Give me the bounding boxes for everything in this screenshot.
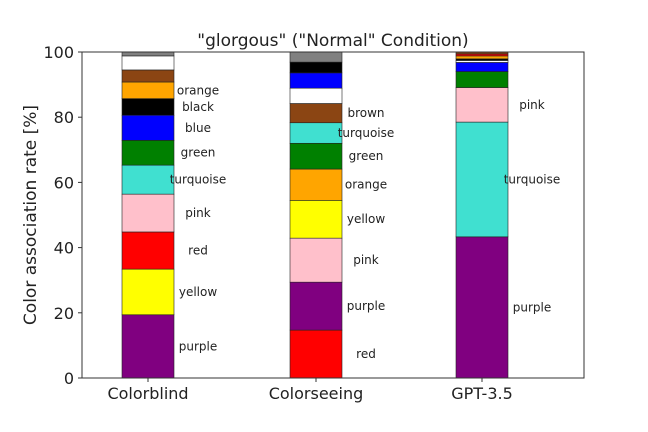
- y-tick-label: 40: [54, 239, 74, 258]
- segment-label: red: [356, 347, 376, 361]
- bar-segment-colorseeing-purple: [289, 281, 343, 331]
- segment-label: pink: [185, 206, 211, 220]
- bar-segment-colorblind-black: [121, 98, 175, 116]
- y-tick-label: 60: [54, 173, 74, 192]
- segment-label: turquoise: [170, 173, 227, 187]
- y-tick-label: 20: [54, 304, 74, 323]
- segment-label: green: [181, 146, 216, 160]
- bar-segment-colorseeing-blue: [289, 72, 343, 89]
- y-tick-label: 100: [43, 43, 74, 62]
- segment-label: purple: [179, 339, 218, 353]
- segment-label: yellow: [347, 212, 385, 226]
- segment-label: orange: [345, 178, 387, 192]
- bar-segment-gpt-3-5-purple: [455, 236, 509, 379]
- segment-label: pink: [519, 98, 545, 112]
- bar-segment-gpt-3-5-pink: [455, 87, 509, 123]
- bar-segment-colorseeing-gray: [289, 51, 343, 63]
- chart-title: "glorgous" ("Normal" Condition): [197, 31, 468, 51]
- segment-labels-layer: purple yellow red pink turquoise green blue bla…: [170, 83, 561, 361]
- bar-segment-colorblind-pink: [121, 193, 175, 233]
- segment-label: orange: [177, 83, 219, 97]
- bar-segment-colorblind-purple: [121, 314, 175, 379]
- segment-label: brown: [347, 106, 384, 120]
- bar-segment-colorseeing-red: [289, 329, 343, 379]
- y-tick-label: 80: [54, 108, 74, 127]
- plot-area-frame: [81, 51, 585, 379]
- x-tick-label: GPT-3.5: [451, 384, 513, 403]
- bar-segment-gpt-3-5-green: [455, 71, 509, 88]
- segment-label: turquoise: [504, 172, 561, 186]
- y-tick-label: 0: [64, 369, 74, 388]
- segment-label: green: [349, 149, 384, 163]
- bar-segment-colorblind-brown: [121, 69, 175, 83]
- segment-label: turquoise: [338, 126, 395, 140]
- bar-segment-colorseeing-turquoise: [289, 122, 343, 144]
- y-axis-label: Color association rate [%]: [21, 105, 41, 325]
- bars-layer: [121, 51, 509, 379]
- bar-segment-gpt-3-5-blue: [455, 62, 509, 72]
- x-tick-label: Colorblind: [107, 384, 188, 403]
- bar-segment-colorseeing-pink: [289, 237, 343, 283]
- segment-label: black: [182, 100, 214, 114]
- bar-segment-colorblind-blue: [121, 114, 175, 141]
- bar-segment-colorseeing-black: [289, 61, 343, 74]
- segment-label: red: [188, 244, 208, 258]
- segment-label: purple: [513, 300, 552, 314]
- bar-segment-colorblind-white: [121, 55, 175, 71]
- bar-segment-gpt-3-5-orange: [455, 55, 509, 60]
- segment-label: pink: [353, 253, 379, 267]
- y-axis: 0 20 40 60 80 100: [43, 43, 82, 388]
- bar-segment-colorseeing-green: [289, 142, 343, 170]
- bar-segment-colorseeing-orange: [289, 168, 343, 201]
- bar-segment-colorblind-turquoise: [121, 164, 175, 195]
- bar-segment-colorblind-gray: [121, 51, 175, 57]
- bar-segment-colorblind-yellow: [121, 268, 175, 316]
- bar-segment-colorblind-orange: [121, 81, 175, 99]
- bar-segment-colorseeing-yellow: [289, 200, 343, 239]
- segment-label: purple: [347, 299, 386, 313]
- bar-segment-colorseeing-white: [289, 87, 343, 104]
- bar-segment-gpt-3-5-turquoise: [455, 121, 509, 238]
- bar-segment-colorblind-red: [121, 231, 175, 270]
- bar-segment-colorseeing-brown: [289, 103, 343, 124]
- x-axis: Colorblind Colorseeing GPT-3.5: [107, 378, 513, 403]
- bar-segment-colorblind-green: [121, 140, 175, 166]
- segment-label: yellow: [179, 285, 217, 299]
- segment-label: blue: [185, 121, 211, 135]
- x-tick-label: Colorseeing: [269, 384, 364, 403]
